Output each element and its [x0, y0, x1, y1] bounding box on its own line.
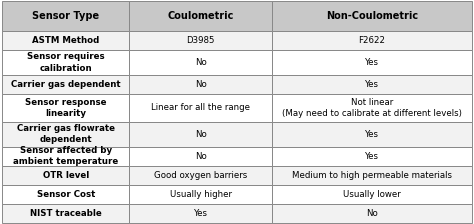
Bar — [129, 1, 272, 31]
Text: No: No — [195, 80, 207, 89]
Bar — [129, 75, 272, 94]
Bar — [2, 166, 129, 185]
Bar — [129, 31, 272, 50]
Bar — [2, 185, 129, 204]
Bar — [272, 185, 472, 204]
Bar — [272, 204, 472, 223]
Text: Sensor Cost: Sensor Cost — [36, 190, 95, 199]
Bar — [272, 147, 472, 166]
Bar — [2, 75, 129, 94]
Bar — [2, 94, 129, 122]
Text: Carrier gas dependent: Carrier gas dependent — [11, 80, 120, 89]
Text: ASTM Method: ASTM Method — [32, 36, 100, 45]
Bar — [272, 50, 472, 75]
Text: Usually lower: Usually lower — [343, 190, 401, 199]
Bar — [129, 122, 272, 147]
Text: Not linear
(May need to calibrate at different levels): Not linear (May need to calibrate at dif… — [282, 98, 462, 118]
Text: Carrier gas flowrate
dependent: Carrier gas flowrate dependent — [17, 124, 115, 144]
Bar — [129, 185, 272, 204]
Text: Yes: Yes — [365, 80, 379, 89]
Text: Linear for all the range: Linear for all the range — [151, 103, 250, 112]
Text: Yes: Yes — [365, 152, 379, 161]
Text: OTR level: OTR level — [43, 171, 89, 180]
Text: Yes: Yes — [194, 209, 208, 218]
Text: Sensor Type: Sensor Type — [32, 11, 99, 21]
Bar — [2, 50, 129, 75]
Text: NIST traceable: NIST traceable — [30, 209, 101, 218]
Text: D3985: D3985 — [186, 36, 215, 45]
Bar — [2, 122, 129, 147]
Text: Sensor affected by
ambient temperature: Sensor affected by ambient temperature — [13, 146, 118, 166]
Text: F2622: F2622 — [358, 36, 385, 45]
Text: No: No — [195, 58, 207, 67]
Text: No: No — [195, 152, 207, 161]
Text: Medium to high permeable materials: Medium to high permeable materials — [292, 171, 452, 180]
Text: Sensor response
linearity: Sensor response linearity — [25, 98, 107, 118]
Bar — [129, 147, 272, 166]
Text: Yes: Yes — [365, 58, 379, 67]
Bar — [2, 147, 129, 166]
Bar — [272, 1, 472, 31]
Text: Usually higher: Usually higher — [170, 190, 232, 199]
Bar — [129, 204, 272, 223]
Bar — [2, 1, 129, 31]
Bar — [2, 204, 129, 223]
Text: No: No — [195, 130, 207, 139]
Bar — [2, 31, 129, 50]
Text: No: No — [366, 209, 378, 218]
Bar — [129, 166, 272, 185]
Bar — [272, 122, 472, 147]
Bar — [272, 31, 472, 50]
Text: Coulometric: Coulometric — [167, 11, 234, 21]
Bar — [129, 94, 272, 122]
Text: Yes: Yes — [365, 130, 379, 139]
Text: Non-Coulometric: Non-Coulometric — [326, 11, 418, 21]
Text: Sensor requires
calibration: Sensor requires calibration — [27, 52, 105, 73]
Bar — [272, 75, 472, 94]
Bar — [272, 94, 472, 122]
Text: Good oxygen barriers: Good oxygen barriers — [154, 171, 247, 180]
Bar — [129, 50, 272, 75]
Bar — [272, 166, 472, 185]
